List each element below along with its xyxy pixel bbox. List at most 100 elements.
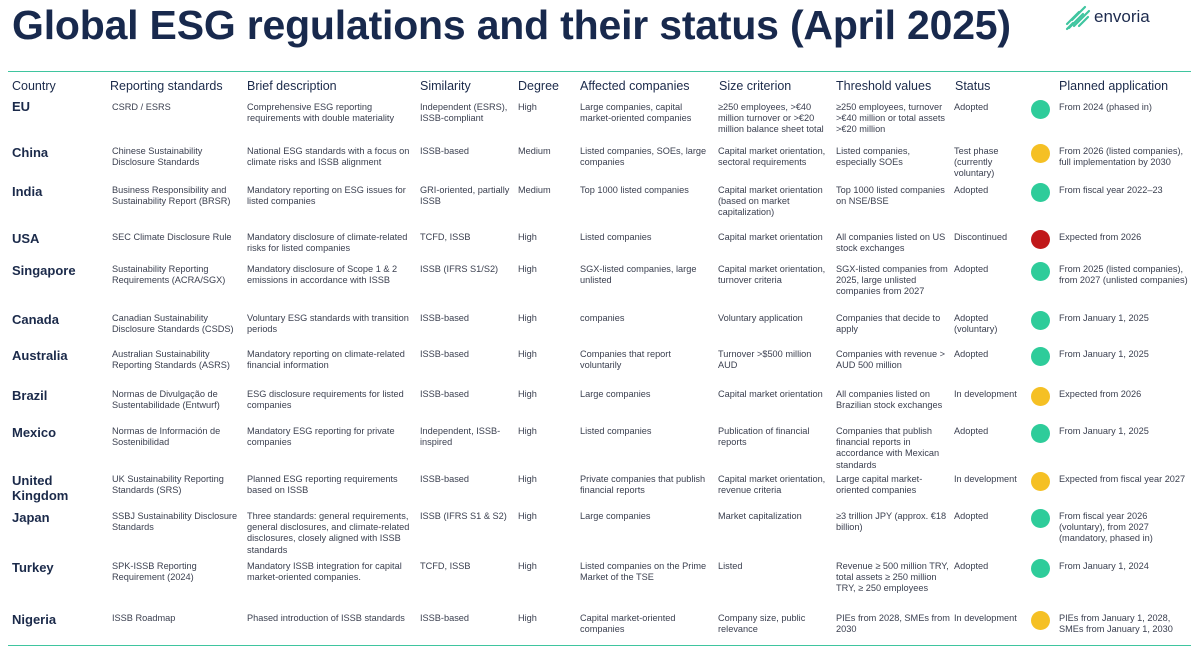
cell-status: Adopted — [954, 561, 989, 571]
cell-degree: High — [518, 313, 537, 323]
cell-affected-companies: SGX-listed companies, large unlisted — [580, 264, 697, 286]
header-size-criterion: Size criterion — [719, 79, 792, 93]
header-rule — [8, 71, 1191, 72]
status-indicator-green — [1031, 559, 1050, 578]
cell-country: Brazil — [12, 388, 48, 403]
cell-affected-companies: Top 1000 listed companies — [580, 185, 689, 195]
header-planned-application: Planned application — [1059, 79, 1169, 93]
cell-reporting-standard: UK Sustainability Reporting Standards (S… — [112, 474, 224, 496]
cell-affected-companies: Private companies that publish financial… — [580, 474, 706, 496]
cell-country: China — [12, 145, 49, 160]
cell-size-criterion: ≥250 employees, >€40 million turnover or… — [718, 102, 824, 135]
status-indicator-yellow — [1031, 611, 1050, 630]
status-indicator-yellow — [1031, 144, 1050, 163]
cell-brief-description: Mandatory reporting on climate-related f… — [247, 349, 405, 371]
page-title: Global ESG regulations and their status … — [12, 2, 1011, 48]
cell-threshold-values: Listed companies, especially SOEs — [836, 146, 911, 168]
cell-similarity: ISSB-based — [420, 313, 470, 323]
status-indicator-green — [1031, 100, 1050, 119]
cell-country: USA — [12, 231, 40, 246]
cell-degree: Medium — [518, 146, 551, 156]
cell-degree: High — [518, 349, 537, 359]
cell-planned-application: Expected from 2026 — [1059, 389, 1142, 399]
cell-affected-companies: Companies that report voluntarily — [580, 349, 671, 371]
cell-threshold-values: SGX-listed companies from 2025, large un… — [836, 264, 948, 297]
cell-reporting-standard: Business Responsibility and Sustainabili… — [112, 185, 231, 207]
status-indicator-green — [1031, 183, 1050, 202]
cell-reporting-standard: Sustainability Reporting Requirements (A… — [112, 264, 226, 286]
cell-status: Discontinued — [954, 232, 1008, 242]
cell-threshold-values: Companies with revenue > AUD 500 million — [836, 349, 946, 371]
cell-brief-description: ESG disclosure requirements for listed c… — [247, 389, 404, 411]
status-indicator-red — [1031, 230, 1050, 249]
cell-reporting-standard: Australian Sustainability Reporting Stan… — [112, 349, 230, 371]
cell-status: In development — [954, 389, 1017, 399]
cell-threshold-values: Companies that decide to apply — [836, 313, 941, 335]
cell-size-criterion: Capital market orientation — [718, 232, 823, 242]
status-indicator-green — [1031, 311, 1050, 330]
cell-status: Adopted (voluntary) — [954, 313, 998, 335]
cell-brief-description: Mandatory reporting on ESG issues for li… — [247, 185, 406, 207]
cell-reporting-standard: SEC Climate Disclosure Rule — [112, 232, 232, 242]
cell-threshold-values: Top 1000 listed companies on NSE/BSE — [836, 185, 945, 207]
cell-degree: High — [518, 613, 537, 623]
cell-status: Test phase (currently voluntary) — [954, 146, 999, 179]
cell-brief-description: Comprehensive ESG reporting requirements… — [247, 102, 395, 124]
cell-affected-companies: Listed companies, SOEs, large companies — [580, 146, 707, 168]
cell-degree: High — [518, 474, 537, 484]
cell-degree: High — [518, 102, 537, 112]
cell-affected-companies: Listed companies — [580, 232, 652, 242]
cell-planned-application: From 2024 (phased in) — [1059, 102, 1152, 112]
cell-threshold-values: Large capital market-oriented companies — [836, 474, 923, 496]
cell-planned-application: From January 1, 2025 — [1059, 349, 1149, 359]
status-indicator-green — [1031, 347, 1050, 366]
logo-text: envoria — [1094, 7, 1150, 26]
cell-status: Adopted — [954, 511, 989, 521]
cell-planned-application: From January 1, 2024 — [1059, 561, 1149, 571]
cell-planned-application: PIEs from January 1, 2028, SMEs from Jan… — [1059, 613, 1173, 635]
cell-affected-companies: Large companies — [580, 389, 651, 399]
cell-similarity: ISSB-based — [420, 613, 470, 623]
header-brief-description: Brief description — [247, 79, 337, 93]
cell-size-criterion: Capital market orientation, turnover cri… — [718, 264, 826, 286]
cell-status: Adopted — [954, 264, 989, 274]
cell-status: In development — [954, 474, 1017, 484]
cell-country: United Kingdom — [12, 473, 69, 503]
cell-size-criterion: Capital market orientation, sectoral req… — [718, 146, 826, 168]
cell-country: Mexico — [12, 425, 57, 440]
cell-planned-application: From January 1, 2025 — [1059, 426, 1149, 436]
header-similarity: Similarity — [420, 79, 471, 93]
cell-threshold-values: All companies listed on Brazilian stock … — [836, 389, 943, 411]
cell-country: EU — [12, 99, 31, 114]
cell-country: Nigeria — [12, 612, 57, 627]
cell-similarity: ISSB (IFRS S1/S2) — [420, 264, 499, 274]
cell-brief-description: Mandatory disclosure of Scope 1 & 2 emis… — [247, 264, 398, 286]
status-indicator-green — [1031, 424, 1050, 443]
cell-country: Australia — [12, 348, 68, 363]
cell-reporting-standard: Normas de Información de Sostenibilidad — [112, 426, 221, 448]
cell-size-criterion: Publication of financial reports — [718, 426, 810, 448]
cell-threshold-values: Companies that publish financial reports… — [836, 426, 940, 470]
cell-similarity: ISSB-based — [420, 474, 470, 484]
status-indicator-yellow — [1031, 472, 1050, 491]
cell-status: Adopted — [954, 102, 989, 112]
cell-size-criterion: Capital market orientation, revenue crit… — [718, 474, 826, 496]
status-indicator-green — [1031, 262, 1050, 281]
cell-threshold-values: PIEs from 2028, SMEs from 2030 — [836, 613, 950, 635]
cell-affected-companies: Listed companies on the Prime Market of … — [580, 561, 707, 583]
cell-threshold-values: Revenue ≥ 500 million TRY, total assets … — [836, 561, 949, 594]
envoria-logo-icon — [1065, 5, 1091, 31]
cell-affected-companies: Listed companies — [580, 426, 652, 436]
cell-reporting-standard: Normas de Divulgação de Sustentabilidade… — [112, 389, 220, 411]
header-affected-companies: Affected companies — [580, 79, 690, 93]
cell-size-criterion: Voluntary application — [718, 313, 803, 323]
cell-reporting-standard: Chinese Sustainability Disclosure Standa… — [112, 146, 203, 168]
cell-planned-application: From fiscal year 2022–23 — [1059, 185, 1163, 195]
cell-similarity: ISSB-based — [420, 389, 470, 399]
cell-status: Adopted — [954, 349, 989, 359]
cell-brief-description: Phased introduction of ISSB standards — [247, 613, 405, 623]
cell-country: India — [12, 184, 43, 199]
cell-size-criterion: Company size, public relevance — [718, 613, 806, 635]
cell-planned-application: From fiscal year 2026 (voluntary), from … — [1059, 511, 1153, 544]
header-threshold-values: Threshold values — [836, 79, 932, 93]
